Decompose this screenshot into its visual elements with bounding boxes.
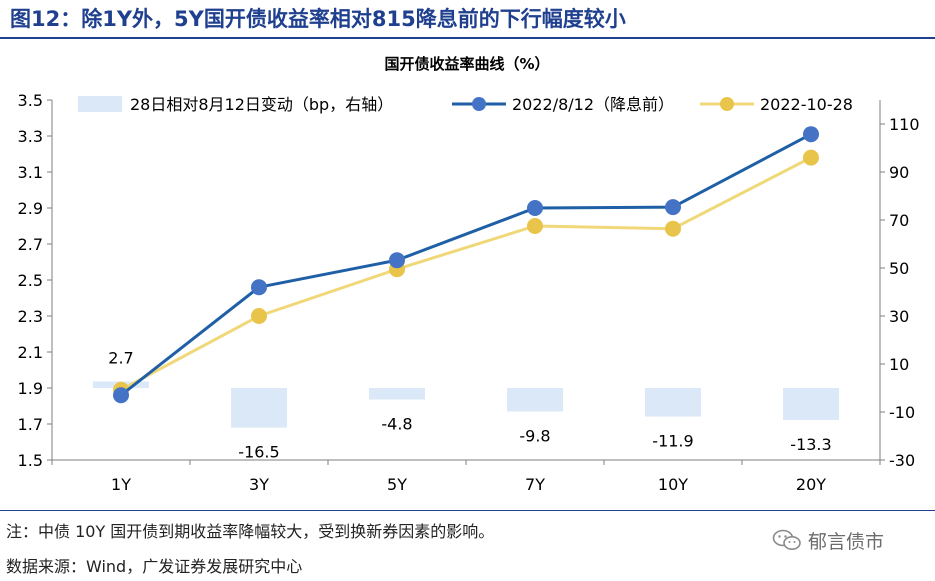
left-tick-label: 2.9 — [18, 199, 43, 218]
left-tick-label: 3.5 — [18, 91, 43, 110]
figure-title: 图12：除1Y外，5Y国开债收益率相对815降息前的下行幅度较小 — [10, 7, 626, 31]
right-tick-label: 10 — [889, 355, 909, 374]
left-tick-label: 2.7 — [18, 235, 43, 254]
series-point — [527, 200, 543, 216]
right-tick-label: 50 — [889, 259, 909, 278]
right-tick-label: 90 — [889, 163, 909, 182]
bar — [507, 388, 563, 412]
bar-data-label: -16.5 — [238, 443, 279, 462]
left-tick-label: 3.1 — [18, 163, 43, 182]
bar-data-label: -11.9 — [652, 432, 693, 451]
series-point — [803, 126, 819, 143]
axes: 1.5 1.7 1.9 2.1 2.3 2.5 2.7 2.9 3.1 3.3 3.5 -30 -10 1… — [18, 91, 920, 494]
bottom-rule — [0, 510, 935, 511]
right-tick-label: 110 — [889, 115, 920, 134]
left-tick-label: 1.9 — [18, 379, 43, 398]
data-labels: 2.7 -16.5 -4.8 -9.8 -11.9 -13.3 — [108, 349, 831, 462]
bar-series — [93, 381, 839, 428]
x-tick-label: 1Y — [111, 475, 131, 494]
wechat-icon — [772, 529, 801, 550]
source-note: 数据来源：Wind，广发证券发展研究中心 — [6, 557, 303, 576]
right-tick-label: -30 — [889, 451, 915, 470]
bar-data-label: -9.8 — [519, 427, 550, 446]
watermark-text: 郁言债市 — [808, 530, 885, 553]
bar — [783, 388, 839, 420]
bar — [645, 388, 701, 417]
left-tick-label: 1.5 — [18, 451, 43, 470]
series-point — [389, 252, 405, 269]
left-tick-label: 1.7 — [18, 415, 43, 434]
footnote: 注：中债 10Y 国开债到期收益率降幅较大，受到换新券因素的影响。 — [6, 522, 495, 541]
series-point — [665, 199, 681, 216]
chart-title: 国开债收益率曲线（%） — [384, 55, 549, 73]
right-tick-label: 30 — [889, 307, 909, 326]
series-line — [120, 156, 812, 392]
bar — [369, 388, 425, 400]
legend-swatch-marker — [472, 97, 486, 111]
series-point — [665, 220, 681, 237]
legend-swatch-bar — [78, 96, 122, 112]
left-tick-label: 3.3 — [18, 127, 43, 146]
bar-data-label: -4.8 — [381, 415, 412, 434]
x-tick-label: 10Y — [658, 475, 688, 494]
line-series — [113, 126, 819, 404]
legend-label-line: 2022-10-28 — [760, 95, 853, 114]
title-rule — [0, 37, 935, 39]
legend-swatch-marker — [720, 97, 734, 111]
series-point — [251, 279, 267, 296]
yield-curve-chart: 国开债收益率曲线（%） 1.5 1.7 1.9 2.1 2.3 2.5 2.7 2.9 3.1 3… — [18, 55, 920, 494]
legend-label-bar: 28日相对8月12日变动（bp，右轴） — [130, 95, 393, 114]
legend-label-line: 2022/8/12（降息前） — [512, 95, 674, 114]
series-point — [251, 308, 267, 324]
left-tick-label: 2.1 — [18, 343, 43, 362]
right-tick-label: 70 — [889, 211, 909, 230]
series-point — [113, 387, 129, 404]
series-point — [803, 149, 819, 166]
series-point — [527, 218, 543, 234]
bar — [231, 388, 287, 428]
x-tick-label: 7Y — [525, 475, 545, 494]
series-line — [120, 132, 812, 397]
x-tick-label: 5Y — [387, 475, 407, 494]
x-tick-label: 3Y — [249, 475, 269, 494]
bar-data-label: -13.3 — [790, 435, 831, 454]
x-tick-label: 20Y — [796, 475, 826, 494]
bar-data-label: 2.7 — [108, 349, 133, 368]
watermark: 郁言债市 — [772, 524, 884, 556]
left-tick-label: 2.3 — [18, 307, 43, 326]
left-tick-label: 2.5 — [18, 271, 43, 290]
right-tick-label: -10 — [889, 403, 915, 422]
legend: 28日相对8月12日变动（bp，右轴） 2022/8/12（降息前） 2022-10… — [78, 95, 853, 114]
